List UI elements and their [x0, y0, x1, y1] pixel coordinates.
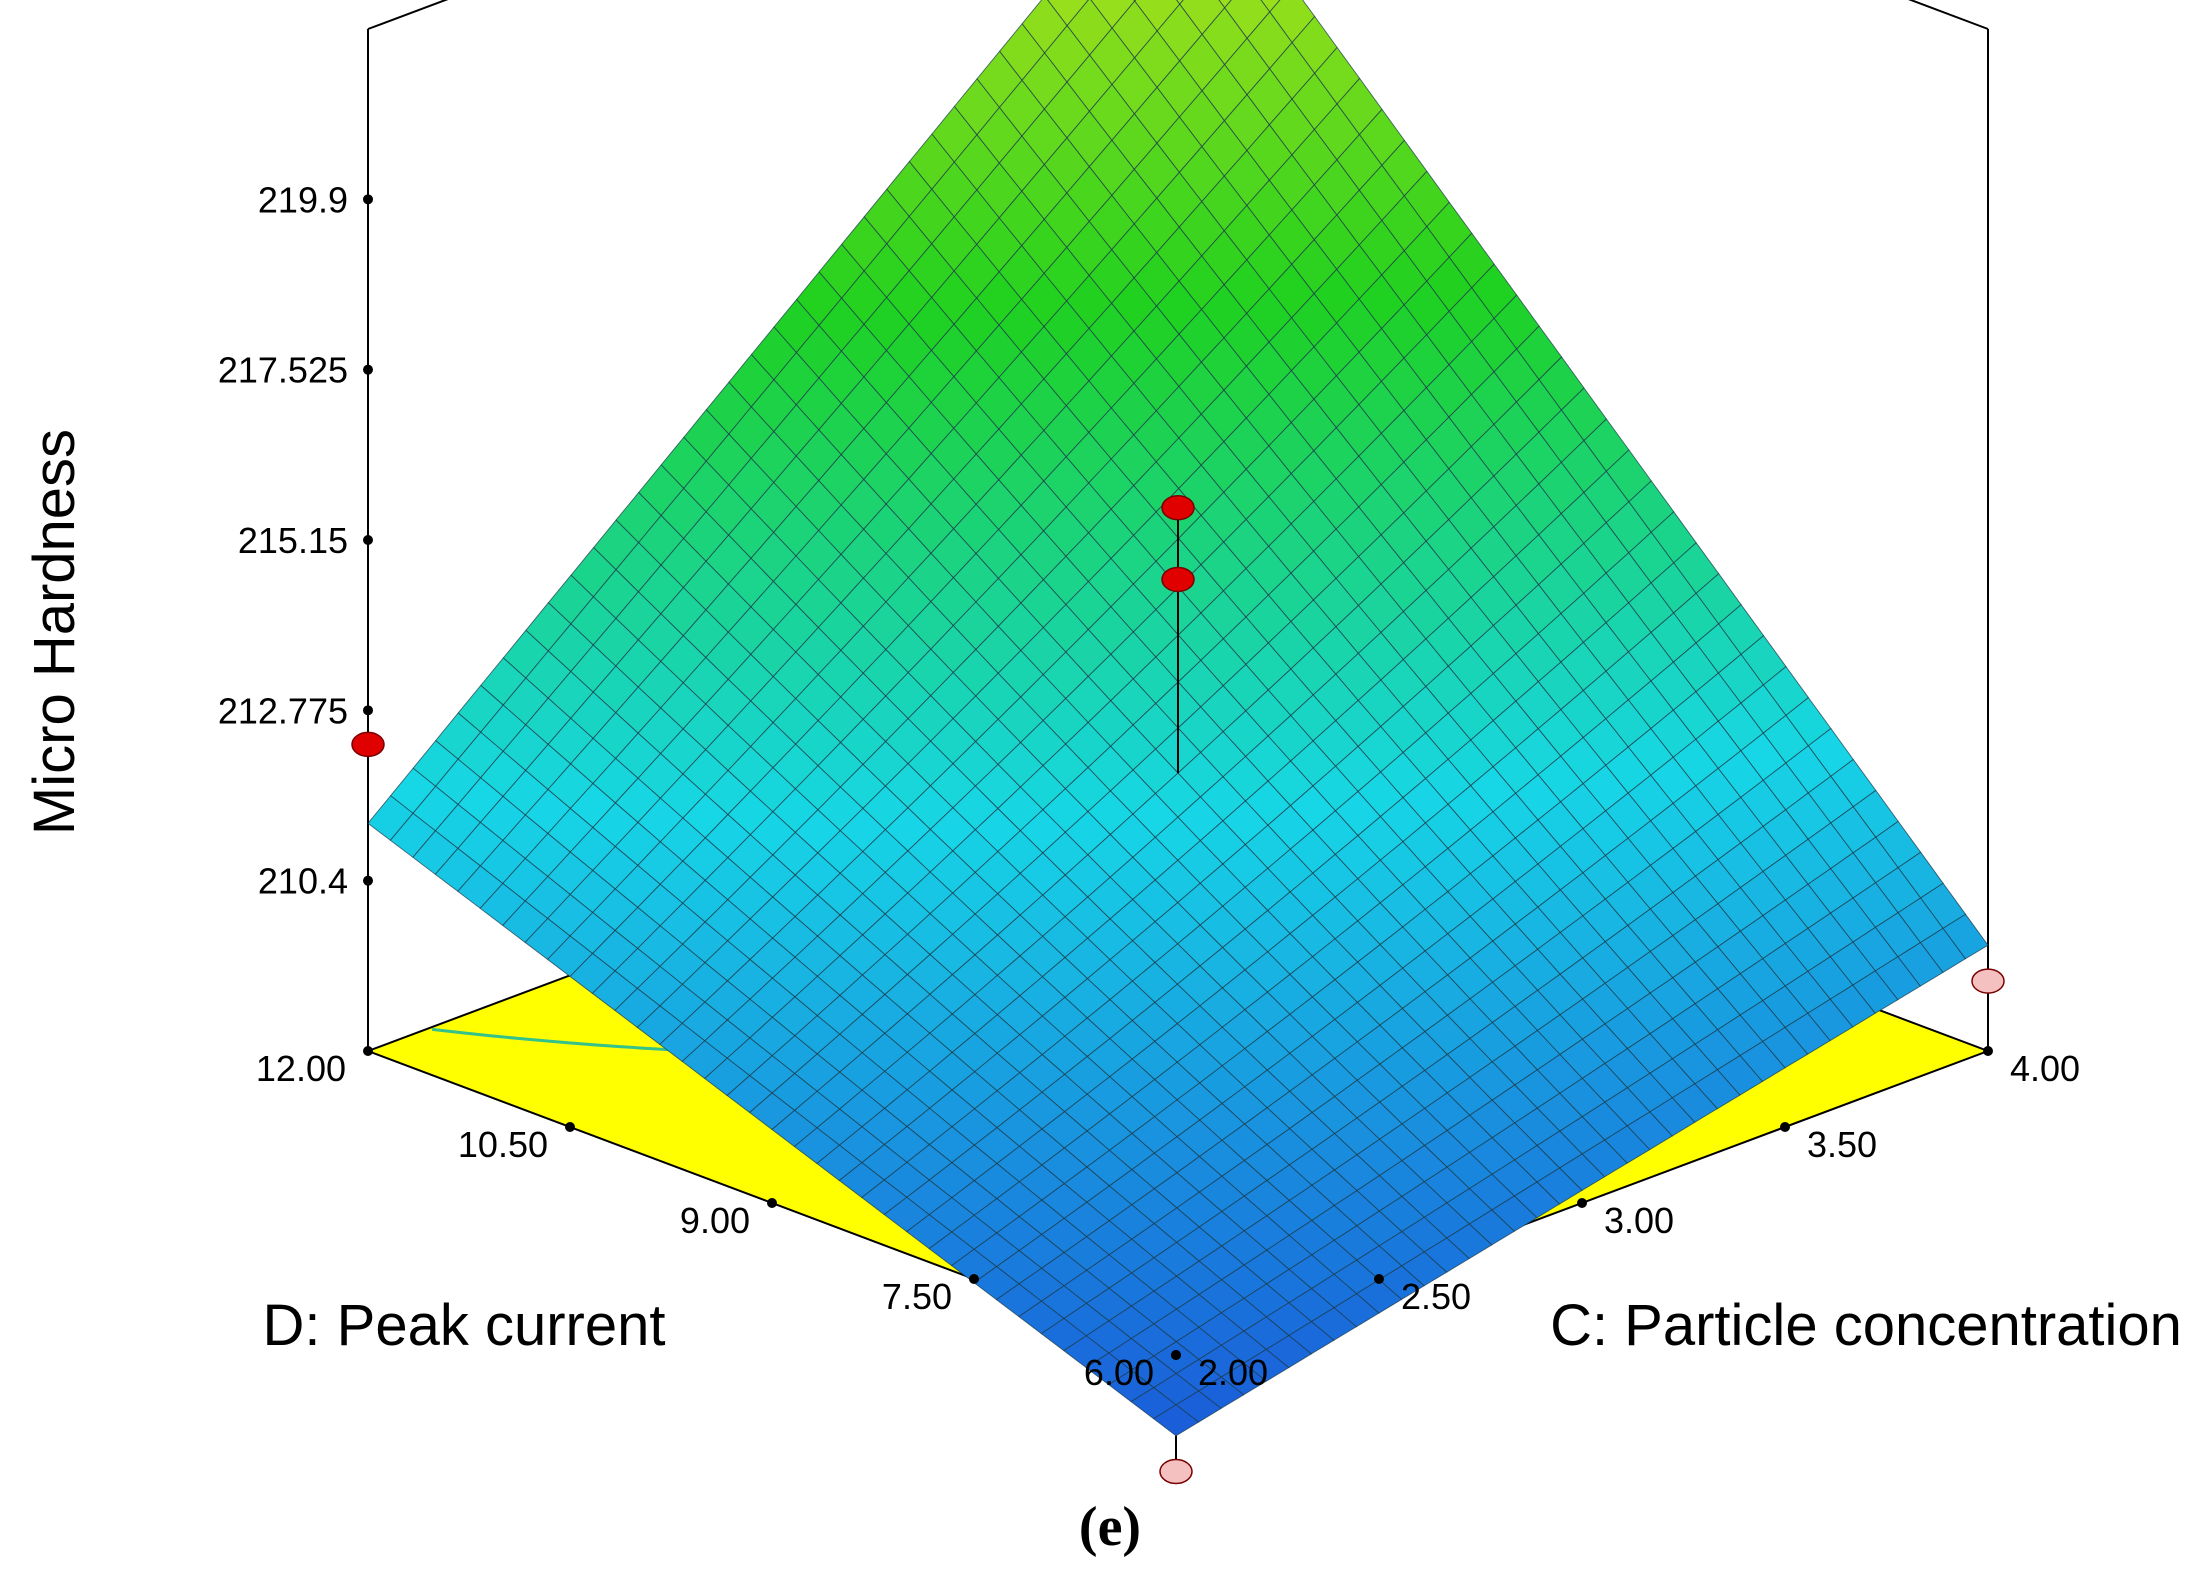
y-tick-label: 9.00 — [680, 1200, 750, 1241]
x-axis-title: C: Particle concentration — [1550, 1293, 2182, 1358]
surface-cell — [1218, 0, 1232, 9]
x-tick-mark — [1983, 1046, 1993, 1056]
z-tick-label: 217.525 — [218, 350, 348, 391]
design-point — [1971, 968, 2005, 994]
x-tick-mark — [1577, 1198, 1587, 1208]
z-tick-mark — [363, 535, 373, 545]
design-point — [1161, 566, 1195, 593]
z-tick-mark — [363, 875, 373, 886]
z-tick-mark — [363, 705, 373, 716]
design-point — [351, 731, 385, 758]
y-tick-mark — [969, 1274, 979, 1284]
z-tick-mark — [363, 364, 373, 375]
x-tick-label: 3.50 — [1807, 1124, 1877, 1165]
x-tick-mark — [1374, 1274, 1384, 1284]
y-tick-label: 12.00 — [256, 1048, 346, 1089]
z-tick-mark — [363, 194, 373, 205]
y-tick-label: 6.00 — [1084, 1352, 1154, 1393]
y-tick-label: 7.50 — [882, 1276, 952, 1317]
z-tick-label: 215.15 — [238, 520, 348, 561]
x-tick-label: 3.00 — [1604, 1200, 1674, 1241]
y-tick-mark — [363, 1046, 373, 1056]
axis-ticks-group: 210.4 212.775 215.15 217.525 219.9 6.00 7.50 9.… — [218, 179, 2080, 1393]
x-tick-label: 4.00 — [2010, 1048, 2080, 1089]
z-tick-label: 212.775 — [218, 690, 348, 731]
surface-cell — [1176, 0, 1184, 5]
x-tick-mark — [1780, 1122, 1790, 1132]
figure-caption: (e) — [1079, 1496, 1141, 1558]
design-point — [1159, 1458, 1193, 1485]
response-surface — [367, 0, 1989, 1437]
z-axis-title: Micro Hardness — [22, 429, 87, 835]
x-tick-label: 2.50 — [1401, 1276, 1471, 1317]
y-tick-mark — [565, 1122, 575, 1132]
x-tick-label: 2.00 — [1198, 1352, 1268, 1393]
y-tick-label: 10.50 — [458, 1124, 548, 1165]
y-tick-mark — [767, 1198, 777, 1208]
surface-cell — [1152, 1404, 1200, 1437]
design-point — [1161, 494, 1195, 521]
design-points-group — [351, 494, 2005, 1485]
z-tick-label: 219.9 — [258, 179, 348, 220]
y-axis-title: D: Peak current — [263, 1293, 666, 1358]
z-tick-label: 210.4 — [258, 861, 348, 902]
surface-cell — [1260, 0, 1281, 13]
x-tick-mark — [1171, 1350, 1181, 1360]
